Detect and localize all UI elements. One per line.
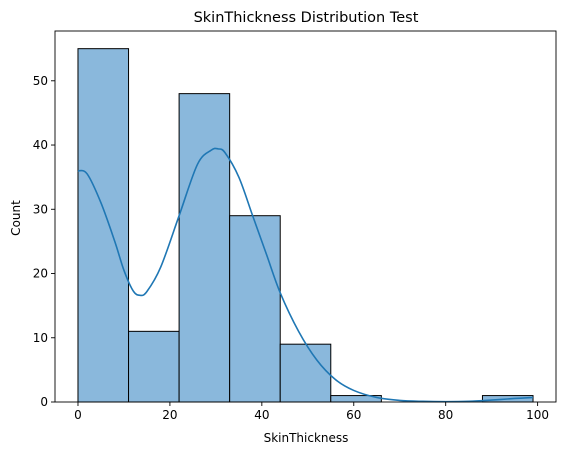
y-tick-label-40: 40 [33, 138, 48, 152]
x-tick-label-40: 40 [254, 408, 269, 422]
y-axis-label: Count [9, 200, 23, 236]
plot-area: 0 20 40 60 80 100 0 10 20 30 40 50 [33, 30, 557, 422]
x-tick-label-60: 60 [346, 408, 361, 422]
histogram-bar-4 [279, 343, 332, 403]
histogram-bar-3 [229, 215, 281, 403]
x-axis-label: SkinThickness [264, 431, 349, 445]
y-tick-label-30: 30 [33, 202, 48, 216]
y-tick-label-50: 50 [33, 74, 48, 88]
histogram-bar-1 [128, 330, 180, 403]
y-tick-label-10: 10 [33, 331, 48, 345]
x-tick-label-80: 80 [438, 408, 453, 422]
x-tick-label-0: 0 [74, 408, 82, 422]
x-tick-label-100: 100 [526, 408, 549, 422]
x-tick-label-20: 20 [162, 408, 177, 422]
y-tick-label-20: 20 [33, 267, 48, 281]
histogram-bar-2 [178, 93, 231, 403]
plot-frame [54, 30, 557, 403]
kde-line [77, 147, 534, 403]
y-tick-label-0: 0 [40, 395, 48, 409]
chart-title: SkinThickness Distribution Test [194, 10, 419, 26]
histogram-bar-0 [77, 48, 130, 403]
